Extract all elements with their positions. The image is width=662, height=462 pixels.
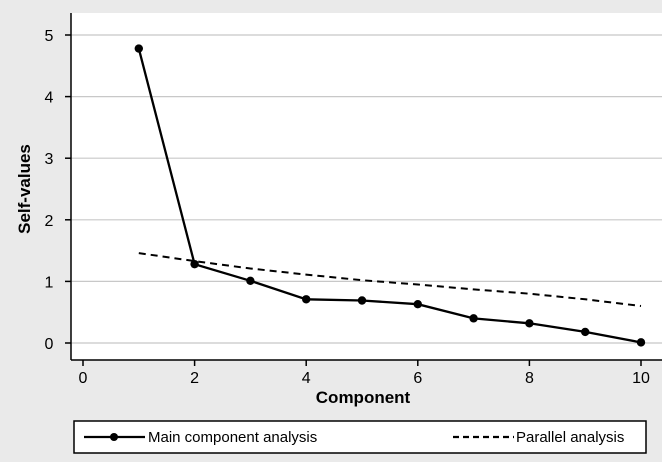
y-axis-ticks: 0 1 2 3 4 5 [45,28,71,353]
plot-area [71,13,662,360]
x-tick-label: 2 [190,370,199,387]
x-axis-ticks: 0 2 4 6 8 10 [79,360,650,387]
x-axis-title: Component [316,388,411,407]
series-line-main [137,48,642,344]
data-point [636,338,646,347]
data-point [469,314,478,323]
x-tick-label: 0 [79,370,88,387]
y-tick-label: 5 [45,28,54,45]
x-tick-label: 4 [302,370,311,387]
y-tick-label: 3 [45,151,54,168]
legend: Main component analysis Parallel analysi… [73,420,647,454]
series-line-parallel [138,252,642,307]
y-tick-label: 0 [45,336,54,353]
data-point [413,299,422,309]
data-point [357,296,367,305]
legend-marker-main [110,433,118,441]
legend-label-main: Main component analysis [148,429,317,446]
y-tick-label: 1 [45,274,54,291]
data-point [581,327,590,337]
x-tick-label: 8 [525,370,534,387]
data-point [190,259,199,269]
y-tick-label: 4 [45,90,54,107]
legend-label-parallel: Parallel analysis [516,429,624,446]
data-point [134,44,143,53]
data-point [525,319,534,328]
x-tick-label: 6 [413,370,422,387]
series-layer [134,44,646,347]
y-axis-title: Self-values [15,144,34,234]
x-tick-label: 10 [632,370,650,387]
y-tick-label: 2 [45,213,54,230]
data-point [246,276,255,285]
legend-box [73,420,647,454]
data-point [302,295,311,304]
